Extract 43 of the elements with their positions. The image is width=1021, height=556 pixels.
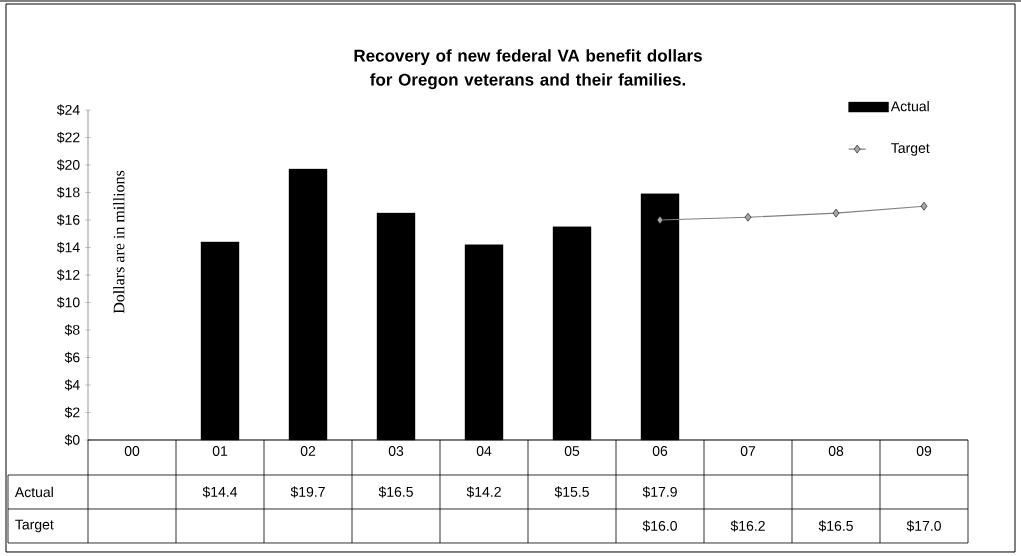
text: Target <box>15 519 54 533</box>
data-label: $16.5 <box>818 520 853 532</box>
y-tick-label: $8 <box>64 324 80 336</box>
x-tick-label: 00 <box>124 446 140 456</box>
x-tick-label: 07 <box>740 446 756 456</box>
y-tick-label: $6 <box>64 351 80 364</box>
x-tick-label: 01 <box>212 446 228 456</box>
x-tick-label: 02 <box>300 446 316 456</box>
data-label: $16.2 <box>730 520 765 532</box>
data-label: $17.9 <box>642 486 677 498</box>
y-tick-label: $0 <box>64 434 80 446</box>
data-label: $14.4 <box>202 486 238 498</box>
y-tick-label: $14 <box>56 241 80 254</box>
data-label: $19.7 <box>290 486 325 498</box>
y-tick-label: $12 <box>56 269 80 281</box>
data-label: $17.0 <box>906 520 941 532</box>
data-label: $15.5 <box>554 486 589 498</box>
point <box>832 208 840 218</box>
chart-title: Recovery of new federal VA benefit dollars for Oregon veterans and their families. <box>354 49 702 90</box>
point <box>920 201 928 211</box>
y-tick-label: $20 <box>56 159 80 171</box>
legend-label: Actual <box>890 100 929 112</box>
x-tick-label: 05 <box>564 446 580 456</box>
point <box>744 212 752 222</box>
x-tick-label: 04 <box>476 446 492 456</box>
y-tick-label: $24 <box>56 104 80 116</box>
y-tick-label: $2 <box>64 406 80 419</box>
x-tick-label: 06 <box>652 446 668 456</box>
x-tick-label: 08 <box>828 446 844 456</box>
y-tick-label: $4 <box>64 379 80 391</box>
x-tick-label: 09 <box>916 446 932 456</box>
data-label: $16.5 <box>378 486 413 498</box>
y-tick-label: $10 <box>56 296 80 309</box>
legend-label: Target <box>891 143 930 156</box>
point <box>656 215 664 225</box>
y-axis-title: Dollars are in millions <box>113 170 125 314</box>
y-tick-label: $18 <box>56 186 80 199</box>
x-tick-label: 03 <box>388 446 404 456</box>
y-tick-label: $22 <box>56 131 80 144</box>
text: Actual <box>14 486 53 498</box>
data-label: $14.2 <box>466 486 501 498</box>
y-tick-label: $16 <box>56 214 80 226</box>
data-label: $16.0 <box>642 520 677 532</box>
